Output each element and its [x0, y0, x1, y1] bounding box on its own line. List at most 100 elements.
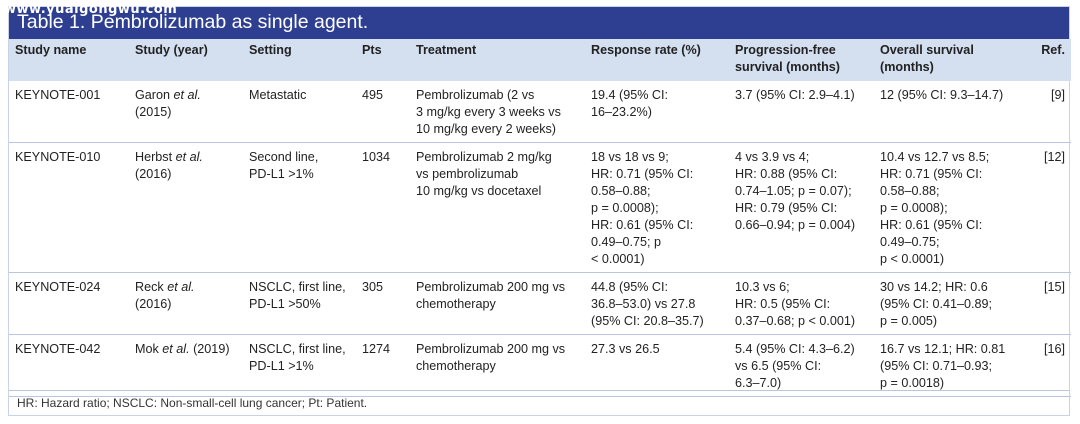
header-os-line-1: Overall survival — [880, 43, 974, 57]
header-treatment: Treatment — [416, 43, 477, 57]
response-line: 0.58–0.88; — [591, 184, 651, 198]
cell-study-name: KEYNOTE-001 — [15, 88, 101, 102]
pfs-line: HR: 0.5 (95% CI: — [735, 297, 831, 311]
os-line: p = 0.005) — [880, 314, 938, 328]
pfs-line: HR: 0.79 (95% CI: — [735, 201, 838, 215]
pfs-line: 3.7 (95% CI: 2.9–4.1) — [735, 88, 855, 102]
treatment-line: 10 mg/kg vs docetaxel — [416, 184, 542, 198]
header-ref: Ref. — [1041, 43, 1065, 57]
os-line: 0.58–0.88; — [880, 184, 940, 198]
response-line: 16–23.2%) — [591, 105, 652, 119]
response-line: 0.49–0.75; p — [591, 235, 662, 249]
cell-pts: 305 — [362, 280, 384, 294]
cell-ref: [9] — [1050, 88, 1065, 102]
os-line: 16.7 vs 12.1; HR: 0.81 — [880, 342, 1006, 356]
treatment-line: 10 mg/kg every 2 weeks) — [416, 122, 556, 136]
header-study-name: Study name — [15, 43, 87, 57]
header-pfs-line-1: Progression-free — [735, 43, 836, 57]
setting-line: Metastatic — [249, 88, 307, 102]
pfs-line: 0.74–1.05; p = 0.07); — [735, 184, 852, 198]
table-row: KEYNOTE-001 Garon et al. (2015) Metastatic… — [9, 81, 1071, 143]
os-line: 10.4 vs 12.7 vs 8.5; — [880, 150, 990, 164]
treatment-line: vs pembrolizumab — [416, 167, 519, 181]
pfs-line: 4 vs 3.9 vs 4; — [735, 150, 810, 164]
cell-response-rate: 44.8 (95% CI: 36.8–53.0) vs 27.8 (95% CI: … — [585, 273, 729, 335]
table-title-bar: Table 1. Pembrolizumab as single agent. — [9, 7, 1069, 39]
pfs-line: HR: 0.88 (95% CI: — [735, 167, 838, 181]
os-line: 30 vs 14.2; HR: 0.6 — [880, 280, 988, 294]
treatment-line: chemotherapy — [416, 297, 496, 311]
response-line: 18 vs 18 vs 9; — [591, 150, 669, 164]
author-name: Mok — [135, 342, 159, 356]
cell-pts: 1034 — [362, 150, 391, 164]
treatment-line: Pembrolizumab 2 mg/kg — [416, 150, 552, 164]
os-line: (95% CI: 0.41–0.89; — [880, 297, 993, 311]
treatment-line: 3 mg/kg every 3 weeks vs — [416, 105, 561, 119]
response-line: 19.4 (95% CI: — [591, 88, 669, 102]
os-line: (95% CI: 0.71–0.93; — [880, 359, 993, 373]
cell-pfs: 5.4 (95% CI: 4.3–6.2) vs 6.5 (95% CI: 6.3–… — [729, 335, 874, 397]
header-pts: Pts — [362, 43, 382, 57]
cell-response-rate: 19.4 (95% CI: 16–23.2%) — [585, 81, 729, 143]
author-name: Reck — [135, 280, 164, 294]
cell-os: 10.4 vs 12.7 vs 8.5; HR: 0.71 (95% CI: 0.5… — [874, 143, 1016, 273]
header-setting: Setting — [249, 43, 292, 57]
cell-os: 12 (95% CI: 9.3–14.7) — [874, 81, 1016, 143]
table-body: KEYNOTE-001 Garon et al. (2015) Metastatic… — [9, 81, 1071, 397]
os-line: p < 0.0001) — [880, 252, 945, 266]
setting-line: NSCLC, first line, — [249, 280, 346, 294]
setting-line: NSCLC, first line, — [249, 342, 346, 356]
cell-ref: [15] — [1043, 280, 1065, 294]
cell-ref: [12] — [1043, 150, 1065, 164]
response-line: HR: 0.61 (95% CI: — [591, 218, 694, 232]
header-study-year: Study (year) — [135, 43, 208, 57]
cell-treatment: Pembrolizumab 2 mg/kg vs pembrolizumab 10 … — [410, 143, 585, 273]
setting-line: PD-L1 >1% — [249, 167, 314, 181]
response-line: 44.8 (95% CI: — [591, 280, 669, 294]
pfs-line: 5.4 (95% CI: 4.3–6.2) — [735, 342, 855, 356]
table-frame: Table 1. Pembrolizumab as single agent. … — [8, 6, 1071, 416]
response-line: 36.8–53.0) vs 27.8 — [591, 297, 696, 311]
cell-setting: NSCLC, first line, PD-L1 >1% — [243, 335, 356, 397]
cell-response-rate: 18 vs 18 vs 9; HR: 0.71 (95% CI: 0.58–0.88… — [585, 143, 729, 273]
results-table: Study name Study (year) Setting Pts Trea… — [9, 39, 1071, 397]
header-pfs-line-2: survival (months) — [735, 60, 840, 74]
os-line: 12 (95% CI: 9.3–14.7) — [880, 88, 1004, 102]
cell-os: 16.7 vs 12.1; HR: 0.81 (95% CI: 0.71–0.93… — [874, 335, 1016, 397]
cell-pfs: 10.3 vs 6; HR: 0.5 (95% CI: 0.37–0.68; p <… — [729, 273, 874, 335]
table-title: Table 1. Pembrolizumab as single agent. — [17, 11, 369, 33]
cell-response-rate: 27.3 vs 26.5 — [585, 335, 729, 397]
cell-pfs: 3.7 (95% CI: 2.9–4.1) — [729, 81, 874, 143]
header-os-line-2: (months) — [880, 60, 934, 74]
treatment-line: Pembrolizumab 200 mg vs — [416, 280, 566, 294]
author-name: Herbst — [135, 150, 173, 164]
response-line: (95% CI: 20.8–35.7) — [591, 314, 704, 328]
setting-line: PD-L1 >50% — [249, 297, 321, 311]
cell-os: 30 vs 14.2; HR: 0.6 (95% CI: 0.41–0.89; p … — [874, 273, 1016, 335]
cell-pts: 1274 — [362, 342, 391, 356]
os-line: HR: 0.71 (95% CI: — [880, 167, 983, 181]
header-os: Overall survival (months) — [874, 39, 1016, 81]
pfs-line: 0.37–0.68; p < 0.001) — [735, 314, 856, 328]
cell-treatment: Pembrolizumab (2 vs 3 mg/kg every 3 weeks… — [410, 81, 585, 143]
response-line: p = 0.0008); — [591, 201, 659, 215]
et-al: et al. — [173, 88, 201, 102]
header-response-rate: Response rate (%) — [591, 43, 701, 57]
et-al: et al. — [167, 280, 195, 294]
header-row: Study name Study (year) Setting Pts Trea… — [9, 39, 1071, 81]
study-year: (2016) — [135, 297, 172, 311]
cell-ref: [16] — [1043, 342, 1065, 356]
cell-setting: NSCLC, first line, PD-L1 >50% — [243, 273, 356, 335]
header-pfs: Progression-free survival (months) — [729, 39, 874, 81]
pfs-line: 10.3 vs 6; — [735, 280, 790, 294]
treatment-line: Pembrolizumab 200 mg vs — [416, 342, 566, 356]
et-al: et al. — [162, 342, 190, 356]
cell-setting: Second line, PD-L1 >1% — [243, 143, 356, 273]
os-line: 0.49–0.75; — [880, 235, 940, 249]
response-line: HR: 0.71 (95% CI: — [591, 167, 694, 181]
pfs-line: vs 6.5 (95% CI: — [735, 359, 822, 373]
os-line: p = 0.0008); — [880, 201, 948, 215]
footnote-text: HR: Hazard ratio; NSCLC: Non-small-cell … — [17, 396, 368, 410]
study-year: (2016) — [135, 167, 172, 181]
os-line: p = 0.0018) — [880, 376, 945, 390]
